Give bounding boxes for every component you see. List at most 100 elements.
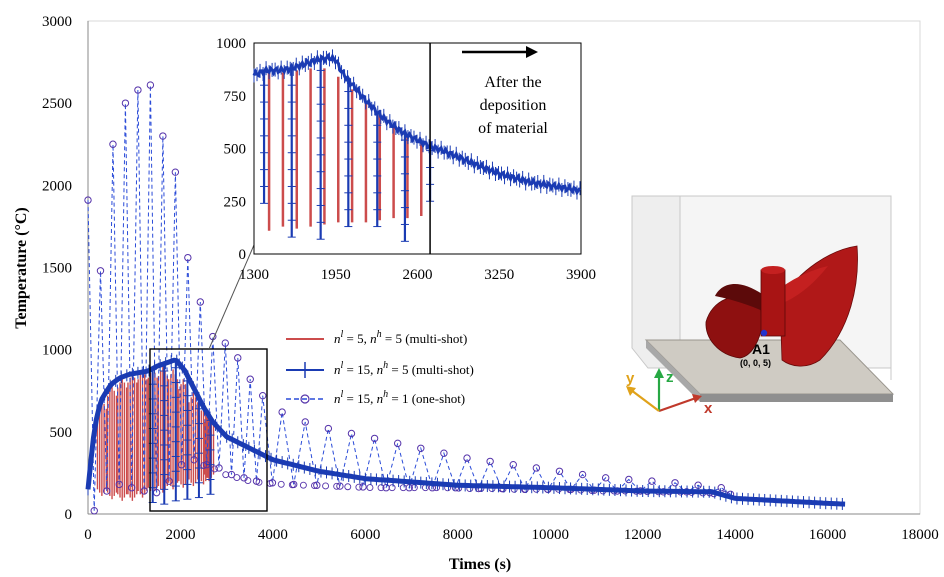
one-shot-marker [359, 483, 367, 491]
inset-x-tick-label: 1300 [239, 267, 269, 283]
one-shot-marker [134, 86, 142, 94]
one-shot-marker [440, 449, 448, 457]
one-shot-marker [324, 424, 333, 433]
one-shot-marker [200, 462, 208, 470]
one-shot-marker [578, 470, 587, 479]
axis-label-x: x [704, 400, 713, 417]
inset-y-tick-labels: 0 250 500 750 1000 [216, 36, 246, 263]
inset-arrow-head [526, 46, 538, 58]
legend-item-blue-multi: nl = 15, nh = 5 (multi-shot) [286, 360, 474, 378]
one-shot-marker [165, 477, 173, 485]
one-shot-marker [190, 456, 198, 464]
axis-label-y: y [626, 370, 635, 387]
one-shot-dashed-line [87, 85, 731, 511]
one-shot-marker [532, 464, 541, 472]
one-shot-marker [313, 481, 321, 489]
point-A1-coords: (0, 0, 5) [740, 358, 771, 368]
part-blade-right [779, 245, 858, 367]
one-shot-marker [277, 480, 285, 488]
one-shot-marker [171, 168, 180, 176]
one-shot-marker [486, 457, 494, 466]
one-shot-marker [115, 480, 123, 489]
x-axis-title: Times (s) [449, 556, 511, 573]
legend-label-blue-multi: nl = 15, nh = 5 (multi-shot) [334, 360, 474, 377]
inset-plot-area [253, 42, 582, 255]
one-shot-marker [268, 479, 277, 487]
one-shot-marker [288, 481, 296, 489]
one-shot-marker [509, 461, 517, 469]
main-x-tick-label: 12000 [624, 527, 662, 543]
one-shot-marker [140, 487, 148, 495]
y-axis-title: Temperature (°C) [13, 207, 30, 328]
main-y-tick-label: 3000 [42, 14, 72, 30]
legend-item-red: nl = 5, nh = 5 (multi-shot) [286, 329, 467, 346]
one-shot-marker [233, 474, 241, 482]
one-shot-marker [366, 484, 374, 491]
zoom-connector-line [208, 244, 255, 350]
one-shot-marker [301, 418, 309, 426]
one-shot-marker [184, 253, 192, 262]
inset-annotation-line1: After the [484, 74, 541, 91]
main-x-tick-label: 8000 [443, 527, 473, 543]
one-shot-marker [244, 477, 252, 484]
one-shot-marker [625, 475, 633, 484]
point-A1-marker [760, 329, 768, 337]
one-shot-marker [299, 481, 307, 489]
one-shot-marker [222, 471, 230, 479]
part-hub-top [761, 266, 785, 274]
inset-series-red-multi-shot [267, 68, 423, 231]
one-shot-marker [370, 434, 379, 443]
main-x-tick-label: 2000 [165, 527, 195, 543]
one-shot-marker [410, 484, 418, 492]
one-shot-marker [127, 484, 136, 492]
main-y-tick-labels: 0 500 1000 1500 2000 2500 3000 [42, 14, 72, 523]
axis-arrow-y [630, 389, 660, 412]
main-x-tick-label: 6000 [350, 527, 380, 543]
series-blue-multi-shot [85, 354, 846, 510]
main-y-tick-label: 1000 [42, 343, 72, 359]
main-x-tick-label: 4000 [258, 527, 288, 543]
one-shot-marker [322, 482, 330, 490]
one-shot-marker [146, 81, 155, 89]
zoom-region-box [149, 348, 268, 512]
axis-label-z: z [666, 369, 674, 386]
one-shot-marker [671, 479, 679, 487]
one-shot-marker [278, 408, 286, 416]
legend-swatch-blue-one-shot-marker [300, 394, 310, 404]
one-shot-marker [333, 482, 341, 490]
one-shot-marker [177, 461, 186, 469]
legend-item-blue-one-shot: nl = 15, nh = 1 (one-shot) [286, 389, 465, 406]
main-x-tick-label: 10000 [531, 527, 569, 543]
axis-arrow-z-head [654, 368, 664, 378]
one-shot-marker [421, 484, 429, 492]
inset-x-tick-label: 3900 [566, 267, 596, 283]
one-shot-marker [347, 429, 356, 438]
one-shot-marker [399, 484, 407, 492]
one-shot-marker [388, 484, 396, 492]
axis-arrow-y-head [626, 386, 636, 396]
inset-annotation-line3: of material [478, 120, 548, 137]
main-y-tick-label: 1500 [42, 261, 72, 277]
part-blade-back [715, 283, 765, 312]
part-hub [760, 269, 786, 337]
one-shot-marker [121, 99, 130, 107]
one-shot-marker [311, 482, 318, 490]
one-shot-marker [393, 439, 402, 448]
main-x-tick-label: 16000 [809, 527, 847, 543]
main-x-tick-label: 14000 [716, 527, 754, 543]
axis-arrow-x-head [692, 394, 702, 403]
main-y-tick-label: 0 [65, 507, 73, 523]
inset-y-tick-label: 500 [224, 142, 247, 158]
one-shot-marker [555, 467, 564, 475]
main-y-tick-label: 500 [50, 425, 73, 441]
one-shot-marker [336, 482, 344, 490]
main-y-tick-label: 2500 [42, 96, 72, 112]
inset-x-tick-labels: 1300 1950 2600 3250 3900 [239, 267, 596, 283]
one-shot-marker [717, 484, 725, 492]
part-blade-top [775, 266, 828, 304]
one-shot-marker [96, 267, 105, 275]
main-x-tick-labels: 0 2000 4000 6000 8000 10000 12000 14000 16000 180… [84, 527, 939, 543]
inset-series-blue-multi-shot [252, 49, 582, 242]
